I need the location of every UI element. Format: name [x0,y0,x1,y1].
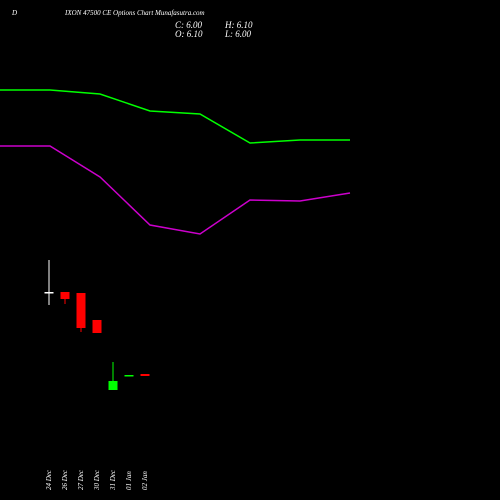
open-label: O: 6.10 [175,29,203,39]
x-tick-label: 02 Jan [141,471,149,490]
candle-body [60,292,70,299]
x-tick-label: 24 Dec [45,469,53,490]
x-tick-label: 30 Dec [93,469,101,491]
close-label: C: 6.00 [175,20,203,30]
candle-body [124,375,134,377]
x-tick-label: 26 Dec [61,469,69,490]
chart-title: IXON 47500 CE Options Chart Munafasutra.… [64,9,205,17]
indicator-line [0,89,350,144]
candle-body [140,374,150,376]
x-tick-label: 27 Dec [77,469,85,490]
x-tick-label: 31 Dec [109,469,117,491]
indicator-line [0,145,351,235]
candle-body [108,381,118,390]
candle-body [76,293,86,328]
candle-body [44,292,54,294]
high-label: H: 6.10 [224,20,253,30]
candle-body [92,320,102,333]
corner-label: D [11,9,17,17]
x-tick-label: 01 Jan [125,471,133,490]
low-label: L: 6.00 [224,29,252,39]
